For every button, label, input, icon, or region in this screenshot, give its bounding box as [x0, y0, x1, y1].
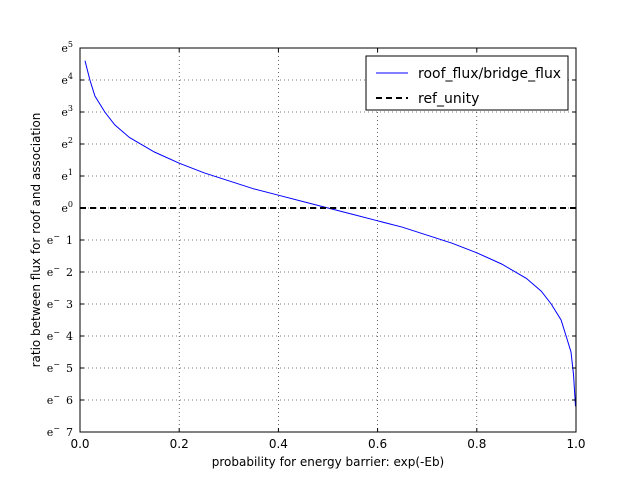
y-tick-label: e− 1: [47, 232, 73, 247]
y-tick-base: e: [61, 170, 68, 183]
y-tick-base: e: [61, 42, 68, 55]
y-tick-exponent-value: 4: [66, 330, 73, 343]
y-tick-base: e: [47, 426, 54, 439]
y-tick-label: e− 4: [47, 328, 73, 343]
y-tick-label: e− 2: [47, 264, 73, 279]
legend-label: roof_flux/bridge_flux: [418, 66, 561, 82]
series-layer: [80, 60, 576, 407]
y-tick-base: e: [47, 298, 54, 311]
x-tick-label: 0.8: [467, 437, 486, 451]
y-tick-exponent: −: [53, 296, 60, 305]
y-tick-base: e: [61, 74, 68, 87]
x-tick-label: 0.4: [269, 437, 288, 451]
x-tick-label: 0.6: [368, 437, 387, 451]
legend-label: ref_unity: [418, 91, 479, 107]
y-tick-base: e: [61, 202, 68, 215]
x-tick-label: 0.0: [70, 437, 89, 451]
y-tick-exponent: −: [53, 328, 60, 337]
y-tick-base: e: [61, 106, 68, 119]
legend-box: [365, 55, 569, 111]
y-tick-exponent: 0: [68, 200, 73, 209]
y-tick-label: e2: [61, 136, 73, 151]
y-tick-base: e: [47, 266, 54, 279]
y-tick-exponent-value: 7: [66, 426, 73, 439]
y-tick-exponent: −: [53, 424, 60, 433]
y-tick-exponent: −: [53, 360, 60, 369]
y-tick-exponent: 5: [68, 40, 73, 49]
y-tick-exponent: 2: [68, 136, 73, 145]
y-tick-exponent: 3: [68, 104, 73, 113]
x-tick-label: 1.0: [566, 437, 585, 451]
y-tick-label: e0: [61, 200, 73, 215]
y-tick-exponent-value: 6: [66, 394, 73, 407]
y-tick-base: e: [61, 138, 68, 151]
legend: roof_flux/bridge_flux ref_unity: [365, 55, 569, 111]
y-tick-base: e: [47, 394, 54, 407]
y-axis-title: ratio between flux for roof and associat…: [29, 113, 43, 368]
y-tick-exponent-value: 3: [66, 298, 73, 311]
y-tick-label: e1: [61, 168, 73, 183]
y-tick-label: e− 5: [47, 360, 73, 375]
x-axis-title: probability for energy barrier: exp(-Eb): [212, 455, 445, 469]
y-tick-exponent: 1: [68, 168, 73, 177]
y-tick-label: e− 6: [47, 392, 73, 407]
y-tick-label: e− 3: [47, 296, 73, 311]
x-tick-label: 0.2: [170, 437, 189, 451]
y-tick-exponent-value: 1: [66, 234, 73, 247]
y-tick-base: e: [47, 362, 54, 375]
series-line-roof-flux-bridge-flux: [84, 60, 576, 407]
y-tick-exponent: −: [53, 232, 60, 241]
y-tick-base: e: [47, 330, 54, 343]
y-tick-label: e− 7: [47, 424, 73, 439]
y-tick-exponent: −: [53, 264, 60, 273]
y-tick-base: e: [47, 234, 54, 247]
y-tick-label: e5: [61, 40, 73, 55]
y-tick-exponent: −: [53, 392, 60, 401]
y-tick-exponent: 4: [68, 72, 73, 81]
y-tick-exponent-value: 5: [66, 362, 73, 375]
y-tick-exponent-value: 2: [66, 266, 73, 279]
y-tick-label: e3: [61, 104, 73, 119]
y-tick-label: e4: [61, 72, 73, 87]
